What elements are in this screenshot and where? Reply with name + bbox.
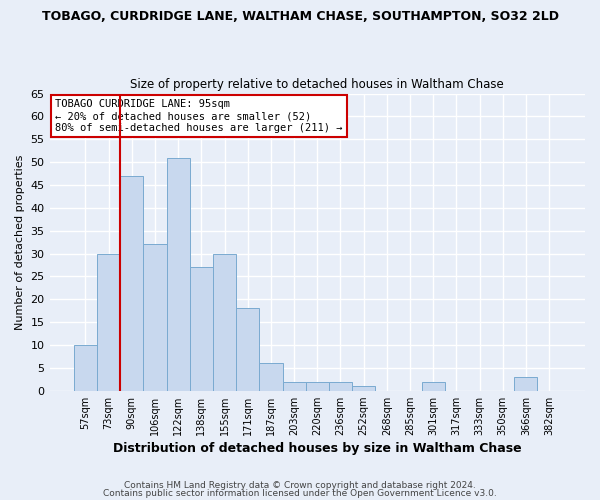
Bar [352, 386, 375, 390]
Text: Contains HM Land Registry data © Crown copyright and database right 2024.: Contains HM Land Registry data © Crown c… [124, 481, 476, 490]
Text: Contains public sector information licensed under the Open Government Licence v3: Contains public sector information licen… [103, 488, 497, 498]
Bar [259, 364, 283, 390]
Bar [514, 377, 538, 390]
Bar [190, 268, 213, 390]
Bar [74, 345, 97, 391]
Bar [236, 308, 259, 390]
Title: Size of property relative to detached houses in Waltham Chase: Size of property relative to detached ho… [130, 78, 504, 91]
Bar [422, 382, 445, 390]
Text: TOBAGO CURDRIDGE LANE: 95sqm
← 20% of detached houses are smaller (52)
80% of se: TOBAGO CURDRIDGE LANE: 95sqm ← 20% of de… [55, 100, 343, 132]
X-axis label: Distribution of detached houses by size in Waltham Chase: Distribution of detached houses by size … [113, 442, 521, 455]
Text: TOBAGO, CURDRIDGE LANE, WALTHAM CHASE, SOUTHAMPTON, SO32 2LD: TOBAGO, CURDRIDGE LANE, WALTHAM CHASE, S… [41, 10, 559, 23]
Bar [329, 382, 352, 390]
Bar [120, 176, 143, 390]
Bar [167, 158, 190, 390]
Y-axis label: Number of detached properties: Number of detached properties [15, 154, 25, 330]
Bar [143, 244, 167, 390]
Bar [97, 254, 120, 390]
Bar [213, 254, 236, 390]
Bar [283, 382, 305, 390]
Bar [305, 382, 329, 390]
